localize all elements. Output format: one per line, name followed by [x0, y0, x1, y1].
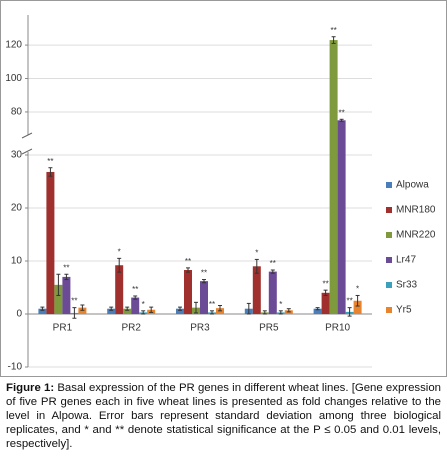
legend-swatch — [386, 182, 392, 188]
axis-break-mark — [21, 132, 33, 139]
axis-break-mark — [21, 148, 33, 155]
bar — [115, 265, 124, 314]
bar — [252, 266, 261, 314]
y-tick-label: 10 — [11, 256, 23, 267]
significance-label: * — [279, 300, 282, 309]
caption-label: Figure 1: — [6, 382, 55, 394]
bar — [313, 308, 322, 314]
legend-label: MNR180 — [396, 205, 436, 216]
bar — [131, 297, 140, 314]
significance-label: * — [356, 285, 359, 294]
bar — [321, 292, 330, 314]
chart-border — [0, 0, 447, 377]
legend-label: Yr5 — [396, 305, 412, 316]
x-tick-label: PR5 — [259, 323, 279, 334]
significance-label: ** — [47, 157, 53, 166]
bar — [329, 40, 338, 314]
significance-label: ** — [338, 108, 344, 117]
significance-label: ** — [330, 26, 336, 35]
bar — [78, 307, 87, 314]
legend-swatch — [386, 282, 392, 288]
y-tick-label: 100 — [5, 73, 22, 84]
y-tick-label: 120 — [5, 40, 22, 51]
y-tick-label: 0 — [16, 309, 22, 320]
legend-swatch — [386, 257, 392, 263]
bar — [54, 284, 63, 314]
x-tick-label: PR2 — [121, 323, 141, 334]
axis-break-gap — [22, 135, 32, 152]
significance-label: ** — [132, 285, 138, 294]
y-tick-label: 20 — [11, 203, 23, 214]
significance-label: * — [142, 300, 145, 309]
caption: Figure 1: Basal expression of the PR gen… — [6, 381, 441, 451]
bar — [62, 276, 71, 314]
significance-label: ** — [270, 259, 276, 268]
significance-label: ** — [71, 297, 77, 306]
significance-label: ** — [201, 269, 207, 278]
significance-label: * — [255, 249, 258, 258]
legend-label: Lr47 — [396, 255, 416, 266]
legend-swatch — [386, 207, 392, 213]
legend-swatch — [386, 232, 392, 238]
legend-label: MNR220 — [396, 230, 436, 241]
bar — [200, 281, 208, 314]
significance-label: ** — [209, 300, 215, 309]
significance-label: ** — [63, 263, 69, 272]
bar — [123, 308, 132, 314]
caption-text: Basal expression of the PR genes in diff… — [6, 382, 441, 450]
bar — [337, 120, 346, 314]
x-tick-label: PR1 — [53, 323, 73, 334]
y-tick-label: 30 — [11, 150, 23, 161]
x-tick-label: PR10 — [325, 323, 350, 334]
bar — [268, 271, 277, 314]
chart: -10010203080100120PR1******PR2****PR3***… — [0, 0, 447, 377]
significance-label: * — [118, 247, 121, 256]
significance-label: ** — [322, 279, 328, 288]
bar — [38, 308, 47, 314]
significance-label: ** — [185, 257, 191, 266]
bar — [46, 171, 55, 314]
bar — [107, 308, 116, 314]
bar — [184, 270, 192, 314]
significance-label: ** — [346, 297, 352, 306]
bar — [176, 308, 184, 314]
x-tick-label: PR3 — [190, 323, 210, 334]
bar — [353, 300, 362, 314]
y-tick-label: -10 — [8, 362, 23, 373]
legend-swatch — [386, 307, 392, 313]
legend-label: Alpowa — [396, 180, 429, 191]
y-tick-label: 80 — [11, 107, 23, 118]
legend-label: Sr33 — [396, 280, 418, 291]
